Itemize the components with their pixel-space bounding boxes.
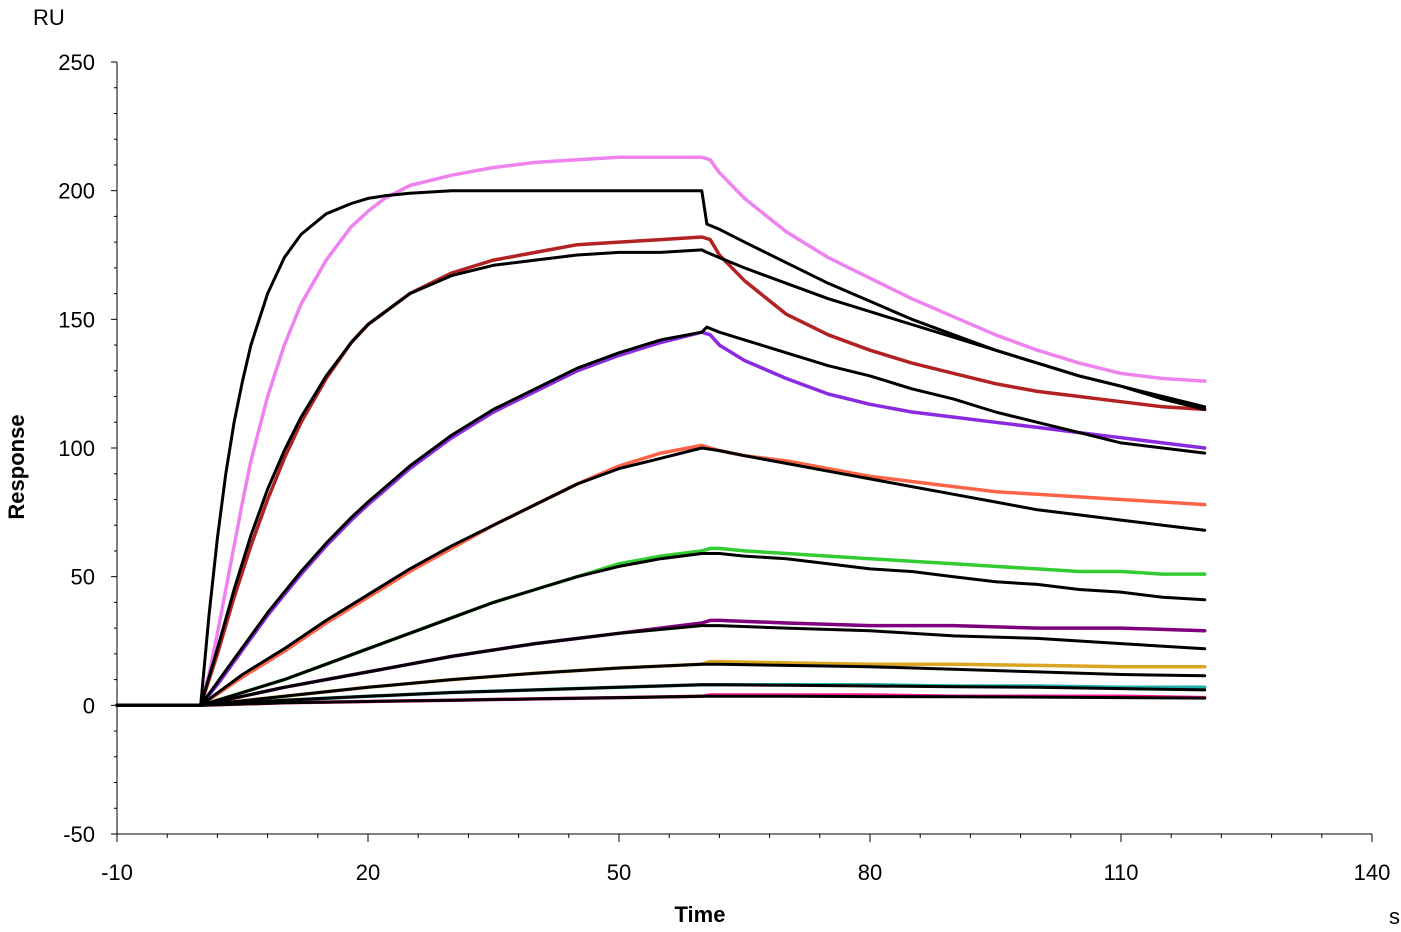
- x-unit-label: s: [1389, 904, 1400, 929]
- x-tick-label: 110: [1103, 860, 1138, 885]
- y-unit-label: RU: [33, 5, 65, 30]
- y-tick-label: 200: [58, 179, 95, 204]
- measured-curve-4: [115, 443, 1207, 708]
- y-axis-title: Response: [4, 414, 29, 519]
- fit-curve-14: [115, 552, 1207, 707]
- y-tick-label: 50: [71, 565, 95, 590]
- x-ticks: -10 20 50 80 110 140: [101, 834, 1390, 885]
- measured-curve-2: [115, 235, 1207, 708]
- x-tick-label: 20: [356, 860, 380, 885]
- x-tick-label: -10: [101, 860, 133, 885]
- x-tick-label: 140: [1354, 860, 1391, 885]
- y-tick-label: -50: [63, 822, 95, 847]
- fit-curve-10: [115, 189, 1207, 707]
- series-layer: [115, 155, 1207, 708]
- x-axis-title: Time: [675, 902, 726, 927]
- x-tick-label: 80: [858, 860, 882, 885]
- fit-curve-13: [115, 446, 1207, 707]
- fit-curve-12: [115, 325, 1207, 707]
- fit-curve-17: [115, 683, 1207, 707]
- x-tick-label: 50: [607, 860, 631, 885]
- y-tick-label: 100: [58, 436, 95, 461]
- y-tick-label: 250: [58, 50, 95, 75]
- y-tick-label: 150: [58, 307, 95, 332]
- fit-curve-16: [115, 662, 1207, 707]
- measured-curve-3: [115, 330, 1207, 708]
- y-ticks: -50 0 50 100 150 200 250: [58, 50, 117, 847]
- axes: -50 0 50 100 150 200 250 -10 20 50 80 110 140: [58, 50, 1390, 885]
- measured-curve-6: [115, 618, 1207, 708]
- fit-curve-11: [115, 248, 1207, 707]
- y-tick-label: 0: [83, 693, 95, 718]
- measured-curve-1: [115, 155, 1207, 708]
- fit-curve-18: [115, 694, 1207, 707]
- fit-curve-15: [115, 624, 1207, 707]
